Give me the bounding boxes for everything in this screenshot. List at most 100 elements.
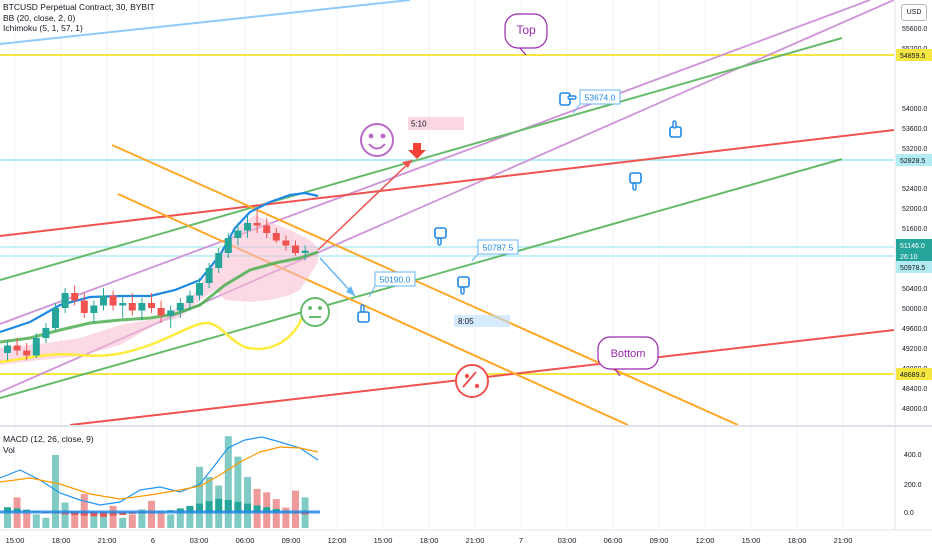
candle-body — [234, 230, 242, 238]
price-tick-label: 48400.0 — [902, 386, 927, 393]
price-tick-label: 48000.0 — [902, 406, 927, 413]
time-tick-label: 7 — [519, 536, 523, 545]
bb-basis-line — [0, 250, 319, 344]
price-label-text: 51146.0 — [900, 243, 925, 250]
candle-body — [52, 308, 59, 328]
green-channel-lower[interactable] — [0, 158, 843, 399]
price-label-box[interactable] — [896, 368, 932, 380]
thumbs-up-icon[interactable] — [669, 120, 682, 138]
time-tick-label: 09:00 — [650, 536, 669, 545]
pointing-down-hand-icon-3[interactable] — [457, 276, 470, 295]
macd-histogram-bar — [263, 507, 271, 512]
price-note-50787-text: 50787.5 — [483, 243, 514, 253]
time-tick-label: 12:00 — [696, 536, 715, 545]
price-label-box[interactable] — [896, 49, 932, 61]
red-line-upper[interactable] — [0, 129, 894, 237]
time-axis[interactable]: 15:00 18:00 21:00 6 03:00 06:00 09:00 12:00 15:0… — [6, 536, 853, 545]
time-tick-label: 06:00 — [604, 536, 623, 545]
orange-line-upper[interactable] — [111, 144, 739, 425]
time-tick-label: 06:00 — [236, 536, 255, 545]
neutral-face-icon[interactable] — [300, 297, 330, 327]
volume-bar — [4, 507, 11, 528]
volume-indicator-label[interactable]: Vol — [3, 444, 15, 455]
macd-pane[interactable] — [0, 436, 320, 528]
price-label-box[interactable] — [896, 239, 932, 251]
time-tick-label: 15:00 — [374, 536, 393, 545]
volume-bar — [61, 502, 69, 528]
pointing-down-hand-icon-2[interactable] — [434, 227, 447, 246]
macd-tick-label: 400.0 — [904, 452, 922, 459]
symbol-title[interactable]: BTCUSD Perpetual Contract, 30, BYBIT — [3, 2, 155, 12]
volume-bar — [186, 505, 194, 528]
time-tick-label: 21:00 — [98, 536, 117, 545]
price-tick-label: 52000.0 — [902, 206, 927, 213]
price-note-50190[interactable]: 50190.0 — [368, 271, 416, 298]
volume-bar — [90, 512, 98, 528]
macd-axis[interactable]: 400.0 200.0 0.0 — [904, 452, 922, 517]
green-channel-upper[interactable] — [0, 37, 843, 281]
volume-bar — [244, 477, 251, 528]
signal-line — [0, 446, 319, 500]
price-tick-label: 54000.0 — [902, 106, 927, 113]
callout-bottom[interactable]: Bottom — [597, 336, 659, 377]
volume-bar — [224, 436, 232, 528]
price-note-50787[interactable]: 50787.5 — [471, 239, 519, 262]
time-tick-label: 21:00 — [834, 536, 853, 545]
price-tick-label: 50000.0 — [902, 306, 927, 313]
pointing-up-hand-icon[interactable] — [357, 304, 370, 323]
price-tick-label: 49600.0 — [902, 326, 927, 333]
price-label-box[interactable] — [896, 154, 932, 166]
bb-indicator-label[interactable]: BB (20, close, 2, 0) — [3, 12, 76, 23]
macd-histogram-bar — [186, 506, 194, 512]
time-tick-label: 18:00 — [52, 536, 71, 545]
macd-histogram — [0, 498, 320, 517]
macd-histogram-bar — [196, 503, 203, 512]
macd-histogram-bar — [13, 508, 21, 512]
currency-badge[interactable]: USD — [901, 4, 927, 21]
projection-arrow-up[interactable] — [317, 159, 413, 251]
time-range-box-5-10[interactable] — [408, 117, 464, 130]
volume-bar — [100, 516, 107, 528]
time-tick-label: 15:00 — [6, 536, 25, 545]
pointing-hand-icon[interactable] — [559, 92, 577, 106]
volume-bar — [119, 517, 127, 528]
candle-body — [71, 293, 79, 301]
price-label-box[interactable] — [896, 250, 932, 262]
chart-legend[interactable]: BTCUSD Perpetual Contract, 30, BYBIT BB … — [3, 2, 155, 34]
time-tick-label: 03:00 — [190, 536, 209, 545]
red-down-arrow-icon[interactable] — [408, 143, 426, 159]
macd-histogram-bar — [100, 512, 107, 517]
orange-line-lower[interactable] — [117, 193, 629, 425]
ichimoku-lagging-line — [0, 317, 304, 364]
violet-channel-upper[interactable] — [0, 0, 871, 325]
price-tick-label: 52400.0 — [902, 186, 927, 193]
main-pane[interactable]: 5:10 8:05 Top Bottom 53674.0 — [0, 0, 894, 425]
volume-bar — [176, 511, 184, 528]
ichimoku-indicator-label[interactable]: Ichimoku (5, 1, 57, 1) — [3, 23, 83, 33]
pointing-down-hand-icon-1[interactable] — [629, 172, 642, 191]
callout-top-text: Top — [516, 23, 536, 37]
macd-legend[interactable]: MACD (12, 26, close, 9) Vol — [3, 434, 94, 455]
volume-bar — [52, 454, 59, 528]
macd-indicator-label[interactable]: MACD (12, 26, close, 9) — [3, 434, 94, 444]
smiling-face-icon[interactable] — [360, 123, 394, 157]
price-tick-label: 51600.0 — [902, 226, 927, 233]
price-label-text: 26:10 — [900, 254, 918, 261]
callout-top[interactable]: Top — [504, 13, 548, 56]
price-label-text: 52828.5 — [900, 158, 925, 165]
price-axis[interactable]: 55600.055200.054000.053600.053200.052400… — [896, 26, 932, 413]
grid — [14, 0, 844, 530]
volume-bar — [32, 514, 40, 528]
macd-histogram-bar — [176, 508, 184, 512]
macd-histogram-bar — [205, 501, 213, 512]
volume-bar — [272, 499, 280, 528]
arrow-head-up — [402, 160, 412, 168]
price-label-box[interactable] — [896, 261, 932, 273]
candle-body — [138, 303, 146, 311]
blue-trendline[interactable] — [0, 0, 411, 45]
sad-face-icon[interactable] — [455, 364, 489, 398]
time-range-box-8-05[interactable] — [454, 315, 510, 327]
price-note-53674[interactable]: 53674.0 — [572, 89, 621, 114]
